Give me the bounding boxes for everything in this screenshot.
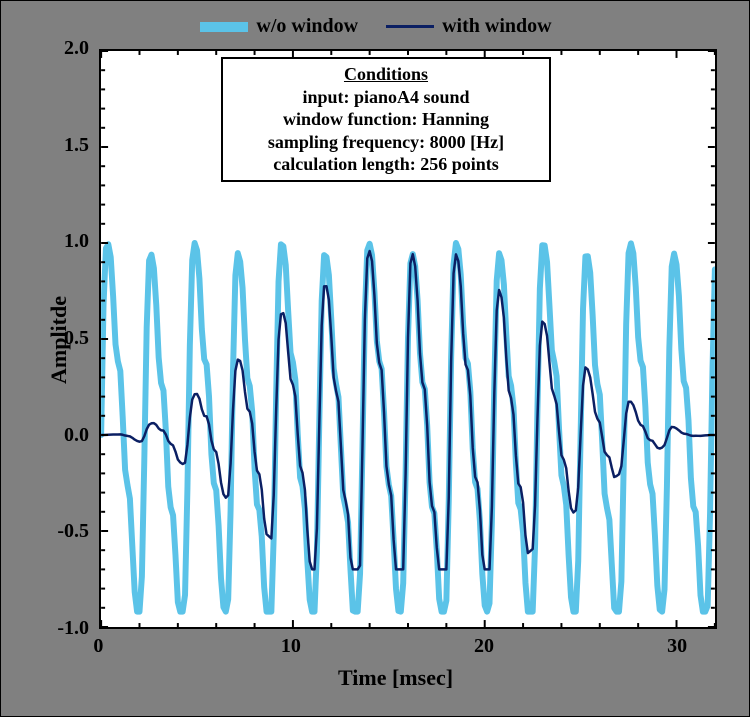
conditions-box: Conditions input: pianoA4 soundwindow fu… — [221, 57, 551, 182]
y-tick-label: 1.0 — [64, 230, 89, 253]
conditions-lines: input: pianoA4 soundwindow function: Han… — [231, 86, 541, 176]
conditions-line: calculation length: 256 points — [231, 153, 541, 176]
y-tick-label: 2.0 — [64, 37, 89, 60]
conditions-title: Conditions — [231, 63, 541, 86]
x-tick-label: 30 — [667, 635, 687, 658]
x-tick-label: 20 — [474, 635, 494, 658]
legend-label: w/o window — [256, 15, 358, 38]
figure-frame: w/o windowwith window Amplitde Condition… — [0, 0, 750, 717]
legend: w/o window with window — [1, 15, 750, 38]
legend-label: with window — [442, 15, 551, 38]
legend-item: with window — [386, 15, 551, 38]
legend-swatch — [386, 25, 434, 28]
x-axis-label: Time [msec] — [338, 665, 453, 691]
x-tick-label: 10 — [281, 635, 301, 658]
legend-item: w/o window — [200, 15, 358, 38]
conditions-line: window function: Hanning — [231, 108, 541, 131]
y-tick-label: -0.5 — [57, 520, 89, 543]
series-wo-window — [101, 243, 715, 612]
plot-area: Conditions input: pianoA4 soundwindow fu… — [99, 49, 717, 629]
conditions-line: input: pianoA4 sound — [231, 86, 541, 109]
conditions-line: sampling frequency: 8000 [Hz] — [231, 131, 541, 154]
y-tick-label: 0.0 — [64, 424, 89, 447]
y-tick-label: 1.5 — [64, 134, 89, 157]
legend-swatch — [200, 22, 248, 32]
y-tick-label: -1.0 — [57, 617, 89, 640]
x-tick-label: 0 — [93, 635, 103, 658]
y-tick-label: 0.5 — [64, 327, 89, 350]
